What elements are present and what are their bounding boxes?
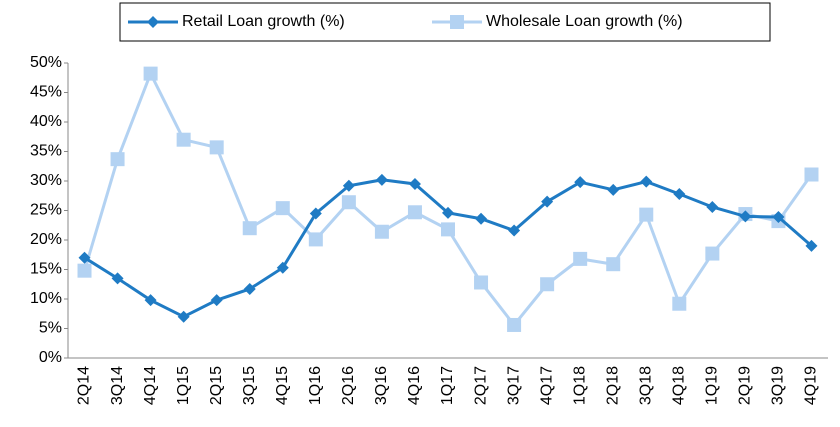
point — [475, 212, 488, 225]
x-tick-label: 2Q16 — [340, 366, 357, 405]
point — [110, 152, 125, 167]
point — [341, 195, 356, 210]
x-tick-label: 1Q18 — [571, 366, 588, 405]
point — [640, 175, 653, 188]
x-tick-label: 4Q19 — [803, 366, 820, 405]
point — [442, 206, 454, 219]
point — [407, 205, 422, 220]
point — [242, 221, 257, 236]
x-tick-label: 1Q17 — [439, 366, 456, 405]
point — [342, 179, 355, 192]
point — [309, 207, 322, 220]
y-tick-label: 35% — [30, 143, 62, 160]
point — [144, 294, 157, 307]
x-tick-label: 3Q19 — [770, 366, 787, 405]
point — [408, 177, 421, 190]
point — [176, 132, 191, 147]
point — [111, 272, 124, 285]
y-tick-label: 50% — [30, 54, 62, 71]
point — [705, 246, 720, 261]
point — [706, 200, 719, 213]
point — [308, 232, 323, 247]
legend-marker — [450, 15, 464, 29]
point — [275, 201, 290, 216]
point — [606, 257, 621, 272]
series-line — [83, 69, 813, 328]
point — [209, 140, 224, 155]
point — [739, 210, 752, 223]
point — [574, 176, 587, 189]
x-tick-label: 2Q18 — [604, 366, 621, 405]
x-tick-label: 4Q14 — [142, 366, 159, 405]
y-tick-label: 25% — [30, 202, 62, 219]
x-tick-label: 4Q16 — [406, 366, 423, 405]
legend-label: Retail Loan growth (%) — [182, 13, 345, 30]
x-tick-label: 2Q14 — [76, 366, 93, 405]
point — [573, 251, 588, 266]
x-tick-label: 4Q15 — [274, 366, 291, 405]
point — [243, 282, 256, 295]
point — [374, 224, 389, 239]
x-tick-label: 3Q15 — [241, 366, 258, 405]
point — [772, 210, 785, 223]
point — [541, 195, 554, 208]
point — [639, 207, 654, 222]
point — [607, 183, 620, 196]
x-tick-label: 4Q17 — [538, 366, 555, 405]
point — [441, 222, 455, 237]
y-tick-label: 40% — [30, 113, 62, 130]
point — [540, 277, 555, 292]
x-tick-label: 1Q16 — [307, 366, 324, 405]
x-tick-label: 2Q19 — [737, 366, 754, 405]
x-tick-label: 3Q14 — [109, 366, 126, 405]
point — [77, 263, 92, 278]
y-tick-label: 30% — [30, 172, 62, 189]
point — [805, 239, 818, 252]
point — [143, 66, 158, 81]
x-tick-label: 3Q16 — [373, 366, 390, 405]
legend-marker — [147, 16, 159, 28]
point — [177, 310, 190, 323]
x-tick-label: 2Q15 — [208, 366, 225, 405]
series-line — [83, 178, 813, 319]
point — [508, 224, 521, 237]
point — [276, 261, 289, 274]
x-tick-label: 2Q17 — [472, 366, 489, 405]
point — [375, 173, 388, 186]
x-tick-label: 3Q17 — [505, 366, 522, 405]
point — [210, 294, 223, 307]
x-tick-label: 1Q19 — [704, 366, 721, 405]
y-tick-label: 0% — [39, 349, 62, 366]
x-tick-label: 4Q18 — [671, 366, 688, 405]
y-tick-label: 5% — [39, 320, 62, 337]
point — [474, 275, 489, 290]
point — [672, 296, 687, 311]
y-tick-label: 45% — [30, 84, 62, 101]
y-tick-label: 15% — [30, 261, 62, 278]
point — [507, 317, 522, 332]
x-tick-label: 1Q15 — [175, 366, 192, 405]
y-tick-label: 20% — [30, 231, 62, 248]
legend-label: Wholesale Loan growth (%) — [486, 13, 683, 30]
y-tick-label: 10% — [30, 290, 62, 307]
point — [673, 187, 686, 200]
x-tick-label: 3Q18 — [637, 366, 654, 405]
point — [804, 167, 819, 182]
point — [78, 251, 91, 264]
